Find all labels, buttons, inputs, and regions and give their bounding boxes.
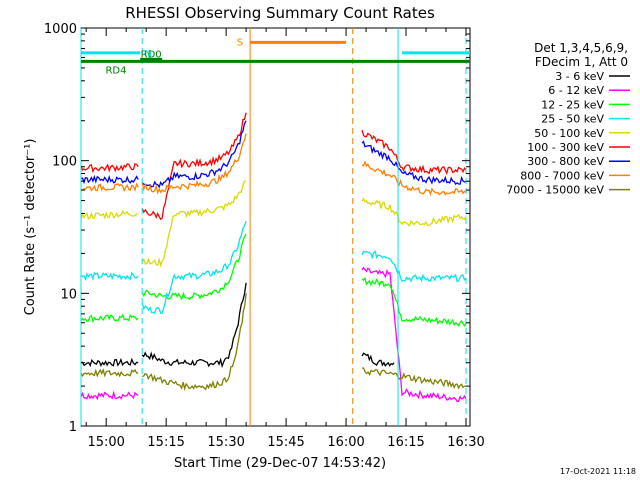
series-line-3-segment-1 (141, 220, 247, 315)
series-line-5-segment-1 (141, 112, 247, 221)
legend-label-6: 300 - 800 keV (527, 155, 604, 168)
footer-date: 17-Oct-2021 11:18 (560, 467, 636, 476)
x-tick-label-1: 15:15 (147, 435, 184, 450)
y-tick-label-3: 1000 (44, 22, 77, 37)
plot-frame (80, 27, 471, 427)
series-line-2-segment-1 (141, 233, 247, 301)
state-bar-label-rd4: RD4 (105, 65, 126, 76)
state-bar-label-rd0: RD0 (141, 49, 162, 60)
legend: Det 1,3,4,5,6,9, FDecim 1, Att 0 3 - 6 k… (506, 41, 630, 197)
axes: 1 10 100 1000 15:00 15:15 15:30 15:45 16:00 16:15… (44, 22, 485, 450)
series-line-6-segment-2 (361, 140, 467, 186)
series-line-7-segment-2 (361, 160, 467, 197)
series-line-2-segment-2 (361, 276, 467, 328)
legend-label-2: 12 - 25 keV (541, 98, 604, 111)
x-tick-label-0: 15:00 (87, 435, 124, 450)
y-tick-label-2: 100 (52, 155, 77, 170)
series-line-6-segment-0 (80, 174, 139, 185)
state-bar-label-s: S (237, 37, 243, 48)
legend-label-8: 7000 - 15000 keV (506, 184, 604, 197)
series-line-8-segment-2 (362, 367, 467, 390)
x-tick-label-5: 16:15 (387, 435, 424, 450)
legend-label-0: 3 - 6 keV (555, 70, 604, 83)
series-line-4-segment-1 (141, 180, 247, 268)
legend-label-1: 6 - 12 keV (548, 84, 604, 97)
x-tick-label-2: 15:30 (207, 435, 244, 450)
legend-header-line-1: Det 1,3,4,5,6,9, (534, 41, 628, 55)
legend-label-4: 50 - 100 keV (534, 127, 604, 140)
series-line-3-segment-2 (361, 250, 467, 283)
series-line-7-segment-0 (80, 182, 139, 193)
x-axis-label: Start Time (29-Dec-07 14:53:42) (174, 456, 386, 471)
y-tick-label-1: 10 (60, 287, 77, 302)
x-tick-label-3: 15:45 (267, 435, 304, 450)
legend-label-7: 800 - 7000 keV (520, 169, 604, 182)
series-line-5-segment-0 (80, 163, 139, 174)
series-line-8-segment-0 (80, 368, 139, 378)
series-line-5-segment-2 (361, 129, 467, 176)
legend-header-line-2: FDecim 1, Att 0 (535, 55, 628, 69)
series-line-1-segment-0 (80, 390, 139, 401)
state-bar-label-n: N (144, 49, 151, 60)
y-axis-label: Count Rate (s⁻¹ detector⁻¹) (23, 139, 38, 316)
chart-title: RHESSI Observing Summary Count Rates (125, 4, 435, 22)
x-tick-label-6: 16:30 (447, 435, 484, 450)
series-line-0-segment-1 (141, 282, 247, 369)
x-tick-label-4: 16:00 (327, 435, 364, 450)
series-line-7-segment-1 (141, 133, 247, 195)
series-line-2-segment-0 (80, 313, 139, 324)
y-tick-label-0: 1 (69, 420, 77, 435)
series-line-0-segment-0 (80, 357, 139, 368)
series-line-1-segment-1 (361, 266, 467, 402)
series-line-8-segment-1 (142, 293, 247, 392)
series-line-4-segment-0 (80, 209, 139, 220)
series-line-3-segment-0 (80, 271, 139, 282)
series-line-6-segment-1 (141, 120, 247, 189)
series-line-4-segment-2 (361, 197, 467, 228)
legend-label-3: 25 - 50 keV (541, 113, 604, 126)
legend-label-5: 100 - 300 keV (527, 141, 604, 154)
series-line-0-segment-2 (361, 352, 395, 367)
